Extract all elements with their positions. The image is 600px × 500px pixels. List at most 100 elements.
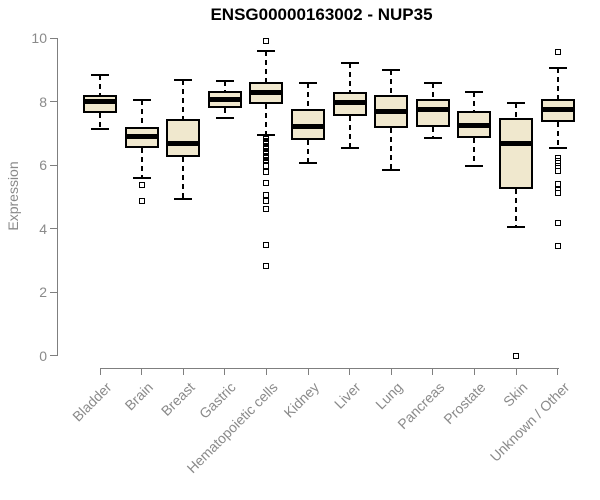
y-tick-label: 2 (39, 284, 47, 301)
whisker-upper (223, 81, 226, 91)
whisker-cap-upper (507, 102, 525, 105)
y-tick (50, 291, 57, 293)
y-tick (50, 228, 57, 230)
outlier-point (554, 181, 561, 188)
median-line (124, 134, 159, 140)
x-tick-label: Skin (499, 379, 531, 410)
x-tick (99, 368, 101, 375)
whisker-lower (431, 127, 434, 139)
median-line (207, 96, 242, 102)
x-axis-line (100, 368, 559, 369)
x-tick (265, 368, 267, 375)
median-line (374, 108, 409, 114)
whisker-lower (307, 139, 309, 163)
x-tick-label: Lung (372, 379, 406, 413)
median-line (332, 99, 367, 105)
x-tick (515, 368, 517, 375)
whisker-upper (390, 70, 393, 96)
whisker-cap-lower (465, 164, 484, 167)
whisker-upper (348, 63, 351, 92)
outlier-point (263, 198, 270, 205)
whisker-lower (390, 127, 393, 170)
x-tick (182, 368, 184, 375)
whisker-lower (99, 112, 101, 129)
whisker-cap-lower (423, 137, 442, 140)
median-line (499, 140, 533, 146)
x-tick (473, 368, 475, 375)
box (415, 98, 450, 128)
outlier-point (263, 206, 270, 213)
x-tick-label: Liver (331, 379, 364, 412)
whisker-upper (473, 92, 476, 112)
chart-title: ENSG00000163002 - NUP35 (210, 5, 433, 24)
whisker-cap-upper (174, 78, 193, 81)
median-line (457, 123, 492, 129)
y-tick-label: 8 (39, 93, 47, 110)
whisker-upper (515, 103, 517, 119)
x-tick-label: Prostate (440, 379, 489, 428)
whisker-cap-lower (507, 225, 525, 228)
median-line (83, 99, 117, 105)
y-tick-label: 0 (39, 347, 47, 364)
median-line (166, 140, 201, 146)
x-tick (141, 368, 143, 375)
whisker-lower (182, 157, 185, 199)
whisker-lower (348, 116, 351, 149)
x-tick (307, 368, 309, 375)
whisker-cap-lower (215, 116, 234, 119)
whisker-cap-upper (299, 82, 317, 85)
whisker-upper (431, 83, 434, 99)
y-tick (50, 101, 57, 103)
x-tick (432, 368, 434, 375)
outlier-point (554, 189, 561, 196)
outlier-point (554, 242, 561, 249)
whisker-cap-upper (340, 62, 359, 65)
whisker-lower (515, 189, 517, 227)
whisker-cap-upper (465, 91, 484, 94)
whisker-lower (473, 137, 476, 166)
whisker-cap-upper (215, 80, 234, 83)
whisker-cap-upper (382, 69, 401, 72)
whisker-cap-upper (548, 66, 567, 69)
whisker-cap-lower (299, 161, 317, 164)
y-tick (50, 164, 57, 166)
outlier-point (263, 38, 270, 45)
x-tick-label: Breast (157, 379, 198, 419)
median-line (540, 106, 575, 112)
x-tick-label: Bladder (68, 379, 115, 425)
whisker-lower (140, 147, 143, 178)
whisker-upper (99, 74, 101, 96)
whisker-upper (182, 79, 185, 120)
whisker-lower (223, 108, 226, 118)
x-tick-label: Brain (121, 379, 156, 414)
x-tick (390, 368, 392, 375)
whisker-cap-upper (132, 99, 151, 102)
outlier-point (263, 162, 270, 169)
y-tick-label: 6 (39, 157, 47, 174)
box (166, 119, 201, 158)
median-line (415, 107, 450, 113)
x-tick (557, 368, 559, 375)
median-line (249, 89, 284, 95)
y-tick (50, 355, 57, 357)
whisker-cap-lower (548, 146, 567, 149)
y-tick-label: 10 (31, 30, 47, 47)
whisker-cap-lower (340, 147, 359, 150)
outlier-point (263, 262, 270, 269)
whisker-upper (307, 83, 309, 110)
outlier-point (513, 352, 519, 359)
whisker-lower (556, 121, 559, 148)
box (499, 118, 533, 190)
whisker-cap-lower (382, 169, 401, 172)
outlier-point (263, 168, 270, 175)
x-tick (349, 368, 351, 375)
outlier-point (554, 48, 561, 55)
median-line (291, 124, 325, 130)
outlier-point (138, 181, 145, 188)
whisker-cap-lower (174, 197, 193, 200)
outlier-point (263, 180, 270, 187)
whisker-cap-upper (257, 49, 276, 52)
x-tick-label: Unknown / Other (486, 379, 572, 465)
